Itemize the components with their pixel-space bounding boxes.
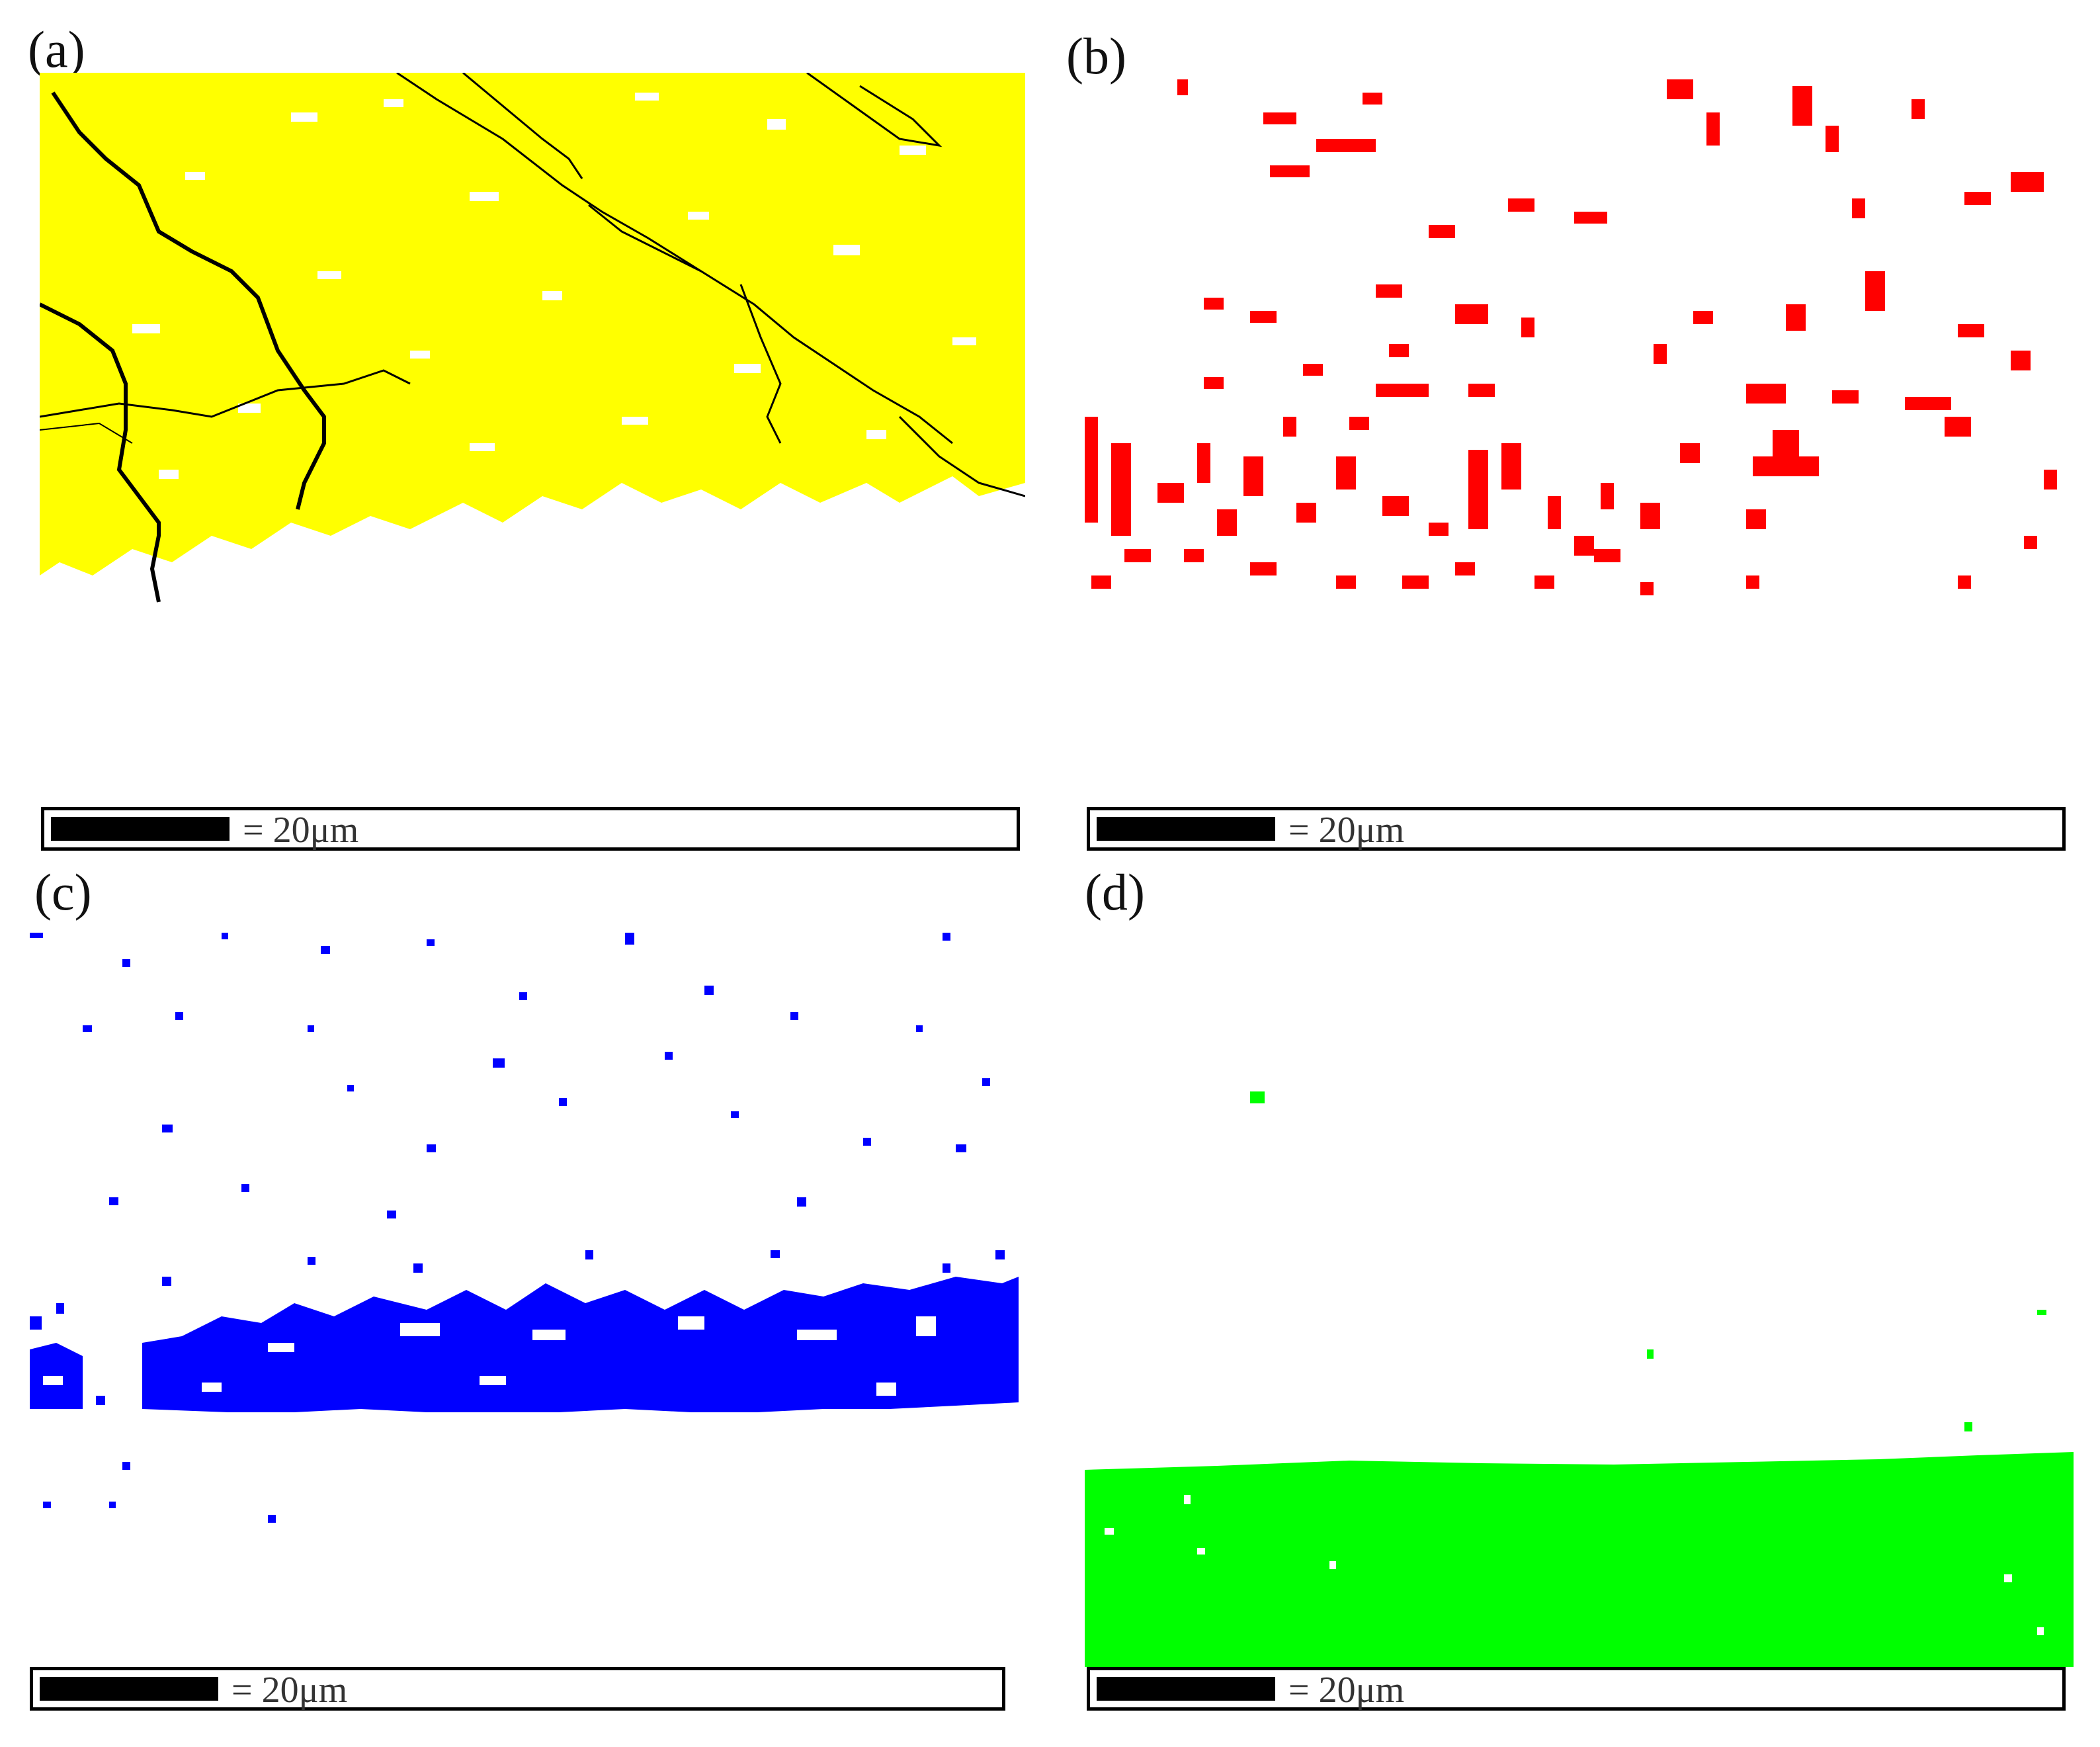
phase-map-c — [30, 933, 1019, 1523]
phase-map-d — [1085, 1091, 2074, 1667]
scale-bar-marker — [40, 1677, 218, 1701]
grain-boundaries — [40, 73, 1025, 603]
panel-label-b: (b) — [1066, 27, 1126, 85]
phase-map-b — [1085, 79, 2057, 595]
scale-bar-marker — [1097, 1677, 1275, 1701]
scale-bar-label: = 20μm — [1288, 1670, 1405, 1711]
white-band-holes — [1105, 1495, 2044, 1635]
scale-bar-label: = 20μm — [231, 1670, 348, 1711]
green-phase-band — [1085, 1452, 2074, 1667]
panel-label-a: (a) — [28, 21, 85, 78]
scale-bar-b: = 20μm — [1087, 807, 2066, 851]
scale-bar-label: = 20μm — [1288, 810, 1405, 851]
panel-label-d: (d) — [1085, 863, 1145, 921]
white-band-holes — [43, 1316, 936, 1396]
scale-bar-marker — [51, 817, 230, 841]
scale-bar-label: = 20μm — [243, 810, 359, 851]
green-phase-particles — [1250, 1091, 2046, 1431]
white-speckle-holes — [132, 93, 976, 479]
scale-bar-d: = 20μm — [1087, 1667, 2066, 1711]
yellow-phase-region — [40, 73, 1025, 575]
scale-bar-marker — [1097, 817, 1275, 841]
phase-map-a — [40, 73, 1025, 603]
blue-phase-band — [30, 1277, 1019, 1412]
scale-bar-c: = 20μm — [30, 1667, 1005, 1711]
panel-label-c: (c) — [34, 863, 92, 921]
red-phase-particles — [1085, 79, 2057, 595]
scale-bar-a: = 20μm — [41, 807, 1020, 851]
blue-phase-particles — [30, 933, 1005, 1523]
